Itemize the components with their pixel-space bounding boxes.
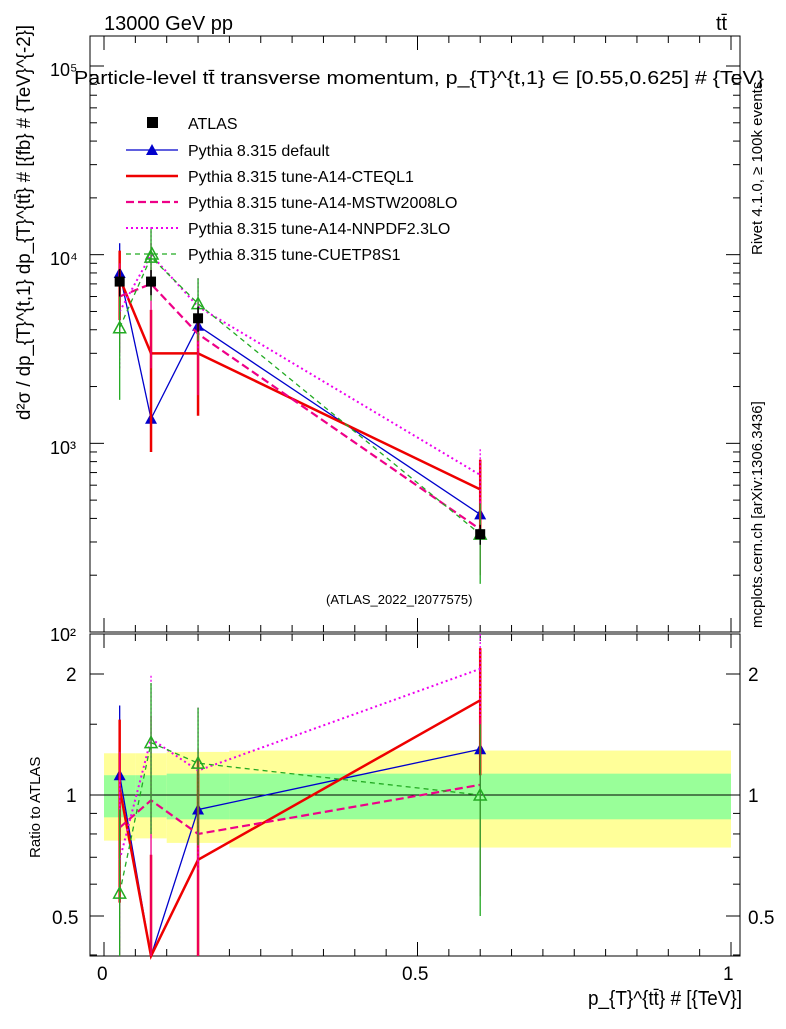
ratio-uncertainty-bands <box>90 750 740 848</box>
series-4-ratio-line <box>119 741 481 894</box>
ratio-ytick-left-2: 2 <box>66 665 77 686</box>
ratio-axis-ticks <box>90 673 740 956</box>
rivet-label: Rivet 4.1.0, ≥ 100k events <box>749 82 766 255</box>
energy-label: 13000 GeV pp <box>104 13 233 35</box>
main-ytick-1e2: 10² <box>50 625 76 645</box>
legend-label-mstw: Pythia 8.315 tune-A14-MSTW2008LO <box>188 195 457 212</box>
xtick-0.5: 0.5 <box>402 964 428 985</box>
ratio-ytick-right-2: 2 <box>748 665 759 686</box>
process-label: tt̄ <box>716 13 728 35</box>
xtick-0: 0 <box>97 964 108 985</box>
atlas-point <box>475 529 486 540</box>
legend-label-atlas: ATLAS <box>188 116 238 133</box>
series-2-ratio-line <box>118 783 481 836</box>
plot-title: Particle-level tt̄ transverse momentum, … <box>74 68 764 89</box>
atlas-point <box>146 276 157 287</box>
main-ytick-1e3: 10³ <box>50 438 76 458</box>
series-2-main-line <box>119 282 481 531</box>
xtick-1: 1 <box>723 964 734 985</box>
ratio-ytick-left-1: 1 <box>66 786 77 807</box>
legend-marker-4 <box>144 246 160 260</box>
legend-label-default: Pythia 8.315 default <box>188 143 330 160</box>
legend-label-cteql1: Pythia 8.315 tune-A14-CTEQL1 <box>188 169 414 186</box>
main-axis-ticks <box>90 36 740 956</box>
series-4-ratio-point <box>112 885 127 899</box>
mcplots-label: mcplots.cern.ch [arXiv:1306.3436] <box>749 401 766 628</box>
legend-marker-0 <box>146 144 158 155</box>
legend-marker-atlas <box>147 117 158 128</box>
series-3-ratio-line <box>118 667 481 861</box>
main-series-layer <box>112 227 488 584</box>
main-panel-frame <box>89 35 741 633</box>
ratio-ytick-right-0.5: 0.5 <box>748 908 774 929</box>
series-4-ratio-point <box>143 735 159 749</box>
series-1-ratio-line <box>118 699 481 960</box>
x-axis-label: p_{T}^{tt̄} # [{TeV}] <box>588 988 742 1010</box>
series-4-main-point <box>112 320 127 334</box>
series-3-main-line <box>118 252 481 476</box>
series-4-ratio-point <box>472 787 488 801</box>
legend: ATLAS Pythia 8.315 default Pythia 8.315 … <box>126 116 457 264</box>
series-1-main-line <box>118 277 481 491</box>
legend-label-cuetp8s1: Pythia 8.315 tune-CUETP8S1 <box>188 247 401 264</box>
atlas-point <box>114 276 125 287</box>
atlas-point <box>193 313 204 324</box>
ratio-ytick-right-1: 1 <box>748 786 759 807</box>
legend-label-nnpdf: Pythia 8.315 tune-A14-NNPDF2.3LO <box>188 221 450 238</box>
main-ytick-1e4: 10⁴ <box>50 249 78 269</box>
main-ytick-1e5: 10⁵ <box>50 60 77 80</box>
series-4-main-line <box>119 256 481 535</box>
series-4-ratio-point <box>190 755 206 769</box>
analysis-watermark: (ATLAS_2022_I2077575) <box>326 592 472 607</box>
ratio-series-layer <box>112 634 488 960</box>
main-y-axis-label: d²σ / dp_{T}^{t,1} dp_{T}^{tt̄} # [{fb} … <box>14 25 35 420</box>
ratio-ytick-left-0.5: 0.5 <box>52 908 78 929</box>
ratio-y-axis-label: Ratio to ATLAS <box>27 757 44 858</box>
